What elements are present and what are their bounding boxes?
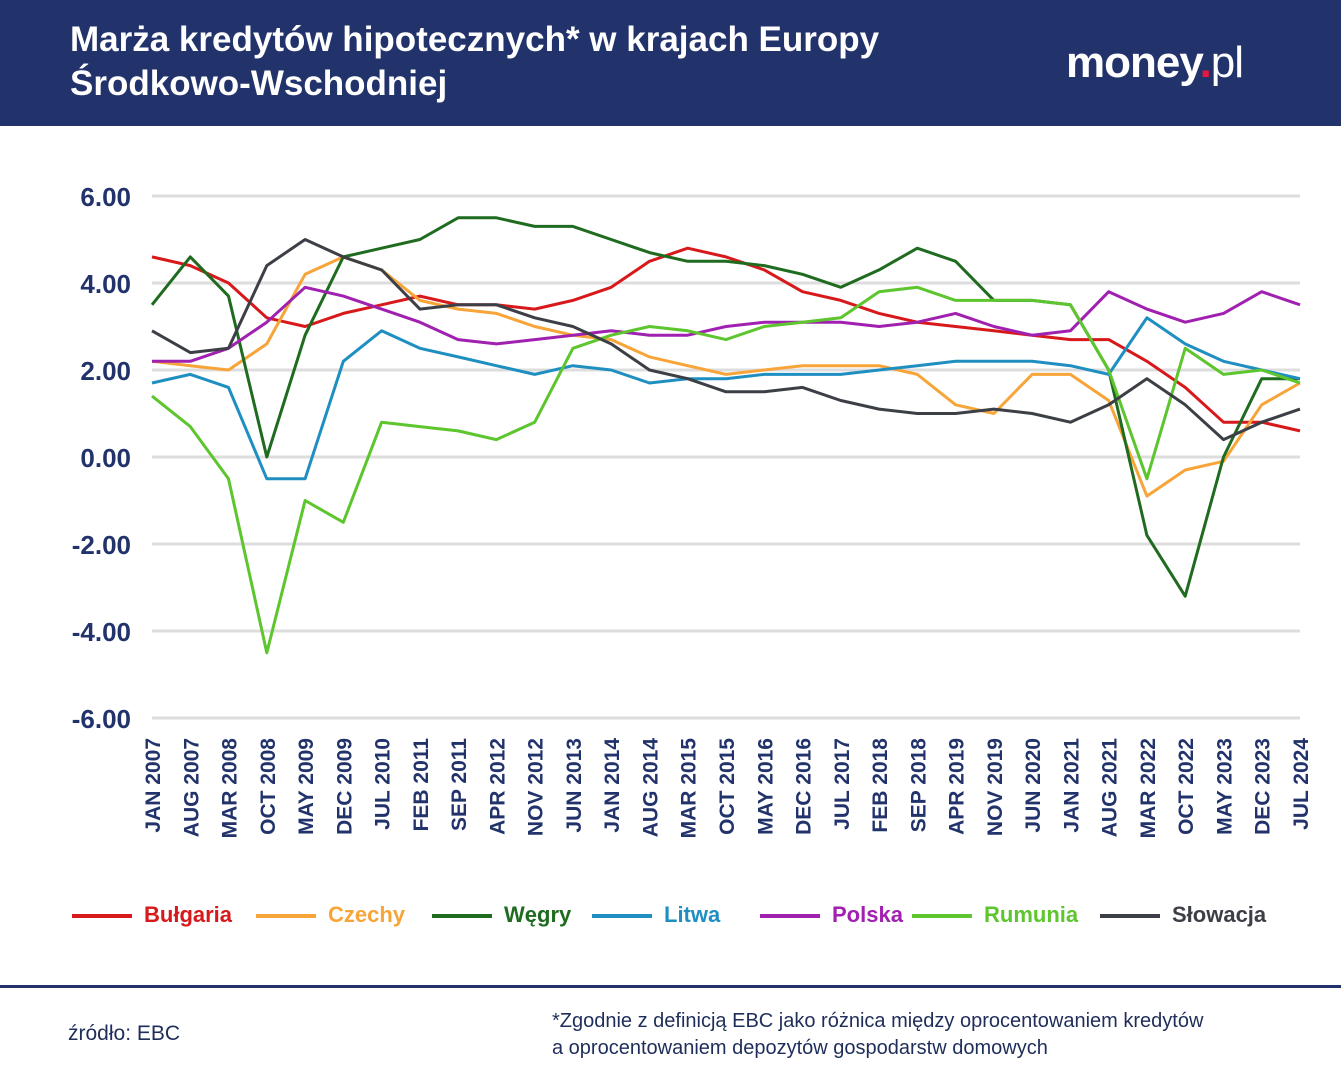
footer-divider bbox=[0, 985, 1341, 988]
x-tick-label: JUN 2013 bbox=[563, 738, 586, 833]
legend-label: Czechy bbox=[328, 902, 406, 927]
legend-label: Węgry bbox=[504, 902, 572, 927]
x-tick-label: MAR 2008 bbox=[219, 738, 242, 839]
x-tick-label: AUG 2007 bbox=[180, 738, 203, 837]
x-tick-label: DEC 2023 bbox=[1252, 738, 1275, 835]
x-tick-label: DEC 2009 bbox=[333, 738, 356, 835]
y-tick-label: 2.00 bbox=[80, 356, 131, 386]
x-tick-label: MAR 2022 bbox=[1137, 738, 1160, 838]
legend-swatch bbox=[72, 914, 132, 918]
x-tick-label: APR 2019 bbox=[946, 738, 969, 835]
footnote-line-2: a oprocentowaniem depozytów gospodarstw … bbox=[552, 1037, 1048, 1059]
y-tick-label: -2.00 bbox=[72, 530, 131, 560]
series-line-węgry bbox=[150, 216, 1300, 598]
chart-title: Marża kredytów hipotecznych* w krajach E… bbox=[70, 20, 880, 103]
x-tick-label: AUG 2014 bbox=[639, 738, 662, 838]
footnote: *Zgodnie z definicją EBC jako różnica mi… bbox=[552, 1008, 1332, 1062]
x-tick-label: MAR 2015 bbox=[678, 738, 701, 839]
source-note: źródło: EBC bbox=[68, 1022, 181, 1045]
money-pl-logo[interactable]: money.pl bbox=[1066, 38, 1244, 88]
y-tick-label: -6.00 bbox=[72, 704, 131, 734]
legend-swatch bbox=[912, 914, 972, 918]
x-tick-label: JUN 2020 bbox=[1022, 738, 1045, 833]
x-tick-label: JUL 2010 bbox=[372, 738, 395, 830]
logo-dot: . bbox=[1199, 38, 1212, 87]
x-tick-label: MAY 2009 bbox=[295, 738, 318, 835]
logo-suffix: pl bbox=[1210, 38, 1244, 87]
footnote-line-1: *Zgodnie z definicją EBC jako różnica mi… bbox=[552, 1010, 1204, 1032]
legend-swatch bbox=[432, 914, 492, 918]
legend-swatch bbox=[592, 914, 652, 918]
legend-label: Rumunia bbox=[984, 902, 1079, 927]
x-tick-label: FEB 2018 bbox=[869, 738, 892, 833]
x-tick-label: JUL 2017 bbox=[831, 738, 854, 830]
x-tick-label: APR 2012 bbox=[486, 738, 509, 835]
y-tick-label: 6.00 bbox=[80, 182, 131, 212]
legend-label: Polska bbox=[832, 902, 903, 927]
x-tick-label: DEC 2016 bbox=[793, 738, 816, 835]
legend-swatch bbox=[760, 914, 820, 918]
x-tick-label: OCT 2008 bbox=[257, 738, 280, 835]
legend-swatch bbox=[256, 914, 316, 918]
header-bar: Marża kredytów hipotecznych* w krajach E… bbox=[0, 0, 1341, 126]
x-tick-label: NOV 2012 bbox=[525, 738, 548, 836]
legend-label: Litwa bbox=[664, 902, 721, 927]
series-line-polska bbox=[152, 285, 1301, 363]
x-tick-label: OCT 2015 bbox=[716, 738, 739, 835]
x-tick-label: MAY 2023 bbox=[1213, 738, 1236, 835]
x-tick-label: JAN 2021 bbox=[1060, 738, 1083, 833]
legend-label: Słowacja bbox=[1172, 902, 1267, 927]
legend-label: Bułgaria bbox=[144, 902, 233, 927]
x-tick-label: JUL 2024 bbox=[1290, 738, 1313, 830]
y-tick-label: -4.00 bbox=[72, 617, 131, 647]
x-tick-label: MAY 2016 bbox=[754, 738, 777, 835]
series-line-bułgaria bbox=[151, 246, 1301, 433]
legend-swatch bbox=[1100, 914, 1160, 918]
logo-main: money bbox=[1066, 38, 1201, 87]
x-tick-label: OCT 2022 bbox=[1175, 738, 1198, 835]
series-line-słowacja bbox=[151, 238, 1301, 442]
x-tick-label: SEP 2018 bbox=[907, 738, 930, 833]
y-tick-label: 4.00 bbox=[80, 269, 131, 299]
y-tick-label: 0.00 bbox=[80, 443, 131, 473]
x-tick-label: NOV 2019 bbox=[984, 738, 1007, 836]
line-chart: 6.00 4.00 2.00 0.00 -2.00 -4.00 -6.00 JAN 2007 A… bbox=[72, 182, 1313, 839]
x-tick-label: JAN 2007 bbox=[142, 738, 165, 833]
x-tick-label: AUG 2021 bbox=[1099, 738, 1122, 838]
x-tick-label: SEP 2011 bbox=[448, 738, 471, 831]
x-tick-label: FEB 2011 bbox=[410, 738, 433, 832]
series-line-rumunia bbox=[151, 285, 1301, 655]
x-tick-label: JAN 2014 bbox=[601, 738, 624, 833]
